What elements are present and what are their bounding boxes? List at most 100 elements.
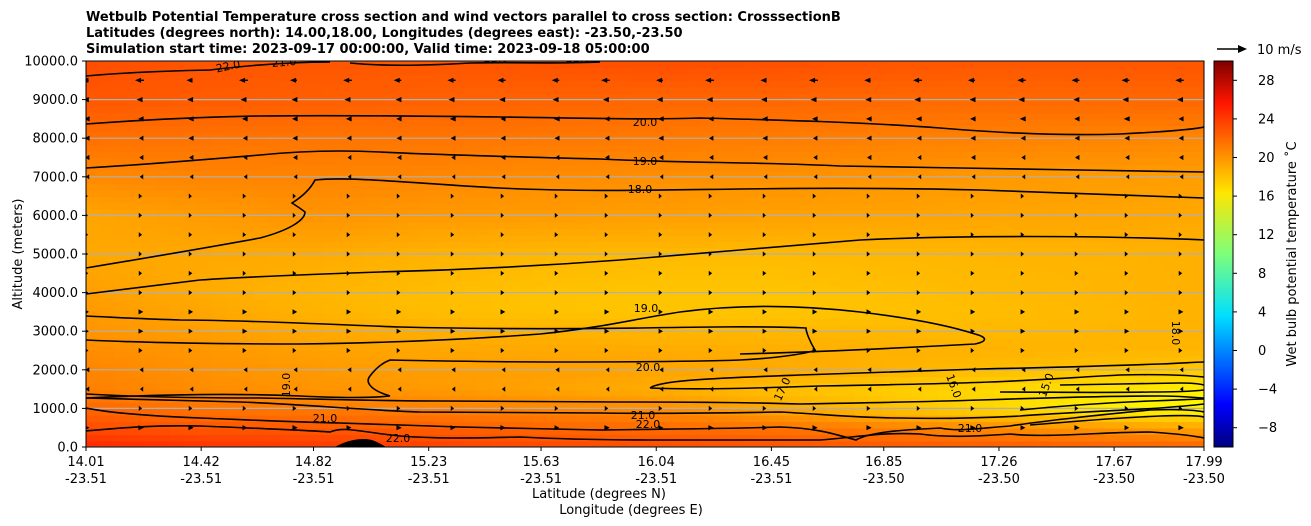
heat-cell [658, 144, 674, 152]
heat-cell [1078, 305, 1093, 313]
heat-cell [99, 266, 115, 275]
heat-cell [253, 118, 269, 127]
heat-cell [910, 67, 926, 75]
heat-cell [1176, 189, 1191, 197]
heat-cell [141, 299, 157, 307]
heat-cell [211, 80, 227, 88]
heat-cell [938, 215, 954, 223]
heat-cell [896, 337, 912, 345]
wind-arrow [290, 77, 297, 83]
heat-cell [1162, 331, 1177, 339]
heat-cell [1162, 266, 1177, 275]
heat-cell [113, 208, 129, 217]
heat-cell [1008, 163, 1024, 172]
heat-cell [393, 324, 409, 332]
heat-cell [1078, 434, 1093, 442]
heat-cell [714, 311, 730, 320]
heat-cell [854, 241, 870, 249]
heat-cell [1120, 299, 1135, 307]
heat-cell [700, 99, 716, 107]
heat-cell [770, 427, 786, 435]
heat-cell [323, 118, 339, 127]
heat-cell [1106, 324, 1121, 332]
heat-cell [309, 157, 325, 165]
heat-cell [449, 99, 465, 107]
heat-cell [994, 106, 1010, 114]
heat-cell [770, 356, 786, 365]
heat-cell [295, 131, 311, 139]
heat-cell [1134, 356, 1149, 365]
heat-cell [169, 440, 185, 447]
heat-cell [281, 311, 297, 320]
heat-cell [1064, 106, 1080, 114]
heat-cell [812, 99, 828, 107]
heat-cell [561, 73, 576, 82]
heat-cell [784, 93, 800, 101]
heat-cell [1120, 202, 1135, 210]
heat-cell [1120, 382, 1135, 390]
heat-cell [519, 118, 534, 127]
heat-cell [980, 80, 996, 88]
heat-cell [86, 427, 101, 435]
heat-cell [1092, 279, 1107, 287]
heat-cell [421, 67, 437, 75]
heat-cell [1134, 215, 1149, 223]
heat-cell [1148, 356, 1163, 365]
heat-cell [826, 273, 842, 281]
heat-cell [197, 86, 213, 94]
heat-cell [197, 247, 213, 255]
heat-cell [994, 67, 1010, 75]
heat-cell [854, 395, 870, 403]
heat-cell [533, 247, 548, 255]
heat-cell [323, 202, 339, 210]
heat-cell [980, 183, 996, 191]
heat-cell [295, 344, 311, 352]
heat-cell [1064, 228, 1080, 236]
heat-cell [1022, 286, 1038, 294]
heat-cell [365, 363, 381, 371]
heat-cell [295, 234, 311, 242]
heat-cell [463, 157, 479, 165]
heat-cell [575, 228, 590, 236]
heat-cell [826, 67, 842, 75]
heat-cell [672, 337, 688, 345]
heat-cell [491, 292, 507, 300]
heat-cell [1036, 305, 1052, 313]
heat-cell [575, 305, 590, 313]
heat-cell [575, 344, 590, 352]
heat-cell [407, 414, 423, 423]
heat-cell [575, 112, 590, 120]
heat-cell [658, 86, 674, 94]
heat-cell [770, 382, 786, 390]
wind-arrow [916, 135, 922, 141]
heat-cell [1064, 266, 1080, 275]
heat-cell [1176, 157, 1191, 165]
heat-cell [155, 112, 171, 120]
heat-cell [407, 157, 423, 165]
heat-cell [281, 427, 297, 435]
heat-cell [617, 421, 632, 429]
heat-cell [99, 196, 115, 204]
heat-cell [645, 408, 660, 416]
heat-cell [491, 318, 507, 326]
heat-cell [938, 331, 954, 339]
heat-cell [980, 260, 996, 268]
heat-cell [1176, 254, 1191, 262]
heat-cell [1106, 196, 1121, 204]
heat-cell [561, 61, 576, 69]
heat-cell [714, 67, 730, 75]
heat-cell [603, 234, 618, 242]
heat-cell [1162, 189, 1177, 197]
heat-cell [728, 144, 744, 152]
heat-cell [379, 221, 395, 230]
heat-cell [337, 228, 353, 236]
heat-cell [421, 106, 437, 114]
heat-cell [952, 112, 968, 120]
heat-cell [463, 318, 479, 326]
heat-cell [1134, 151, 1149, 159]
heat-cell [86, 305, 101, 313]
heat-cell [169, 125, 185, 133]
wind-arrow [188, 193, 192, 199]
heat-cell [826, 176, 842, 185]
wind-arrow [501, 174, 506, 180]
